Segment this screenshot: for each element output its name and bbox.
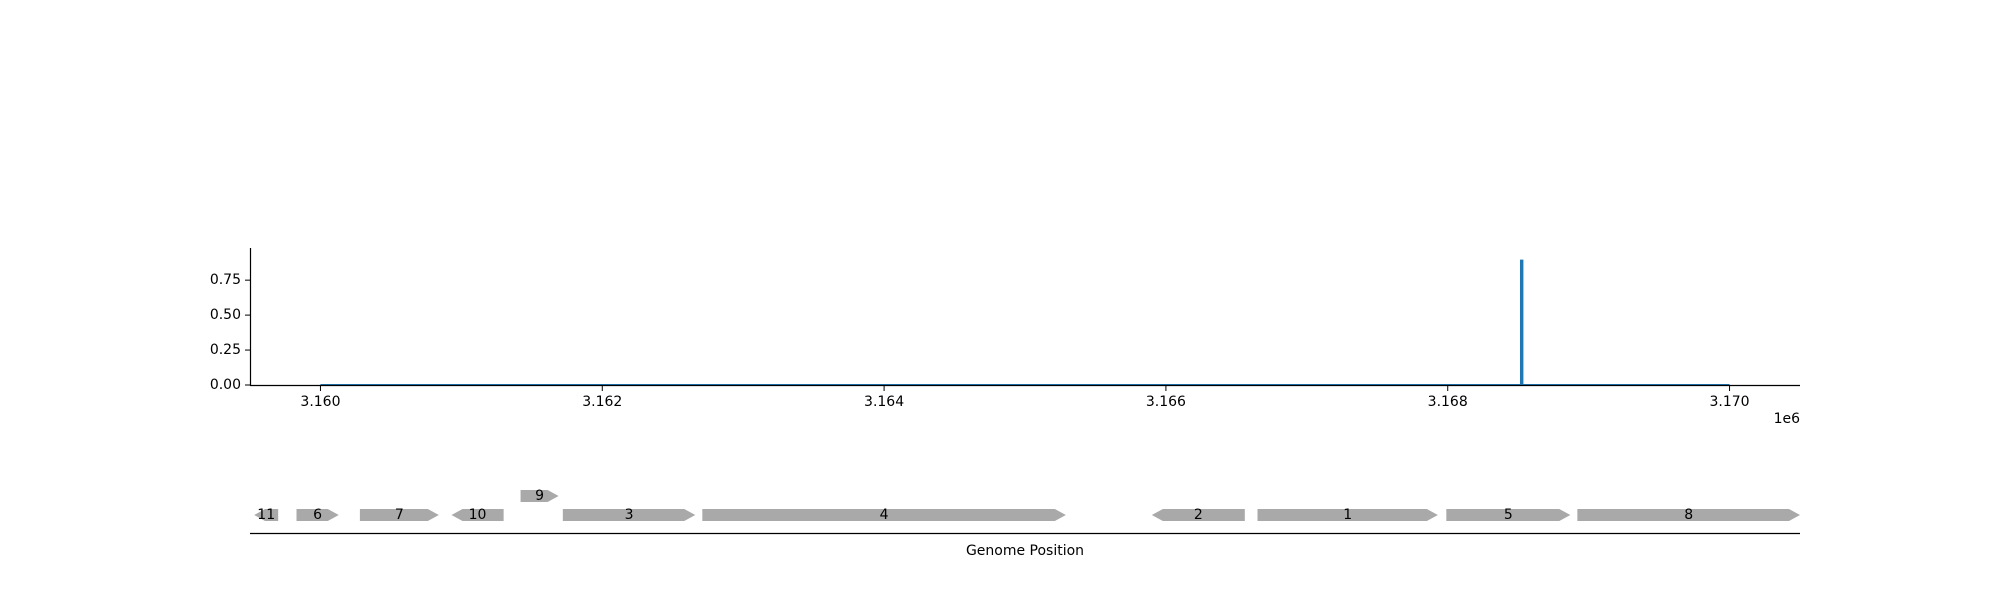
gene-feature-1 (1257, 509, 1438, 521)
gene-label-9: 9 (535, 488, 544, 504)
coverage-plot-area (320, 259, 1730, 386)
gene-feature-11 (254, 509, 279, 521)
gene-label-11: 11 (257, 507, 275, 523)
coverage-y-ticks: 0.00 0.25 0.50 0.75 (210, 272, 250, 393)
gene-feature-4 (702, 509, 1066, 521)
gene-feature-9 (520, 490, 559, 502)
x-tick-label: 3.164 (864, 394, 904, 410)
y-tick-label: 0.25 (210, 342, 241, 358)
gene-label-7: 7 (395, 507, 404, 523)
gene-label-2: 2 (1194, 507, 1203, 523)
x-tick-label: 3.160 (300, 394, 340, 410)
gene-feature-8 (1577, 509, 1800, 521)
x-tick-label: 3.168 (1428, 394, 1468, 410)
y-tick-label: 0.00 (210, 377, 241, 393)
coverage-panel: 3.160 3.162 3.164 3.166 3.168 3.170 0.000.250… (210, 248, 1800, 427)
gene-features: 11 6 7 10 9 3 4 2 1 5 8 (254, 488, 1800, 523)
x-tick-label: 3.162 (582, 394, 622, 410)
gene-feature-6 (296, 509, 339, 521)
coverage-x-ticks: 3.160 3.162 3.164 3.166 3.168 3.170 (300, 386, 1750, 410)
gene-label-4: 4 (880, 507, 889, 523)
gene-label-1: 1 (1343, 507, 1352, 523)
gene-track-panel: 11 6 7 10 9 3 4 2 1 5 8 Genome Position (250, 488, 1800, 559)
gene-label-3: 3 (625, 507, 634, 523)
gene-feature-7 (359, 509, 439, 521)
gene-label-5: 5 (1504, 507, 1513, 523)
gene-feature-2 (1151, 509, 1245, 521)
series-line-0 (320, 259, 1730, 386)
gene-label-10: 10 (469, 507, 487, 523)
gene-feature-10 (451, 509, 504, 521)
x-offset-label: 1e6 (1774, 411, 1801, 427)
gene-track-xlabel: Genome Position (966, 543, 1084, 559)
gene-feature-3 (562, 509, 696, 521)
gene-feature-5 (1446, 509, 1571, 521)
y-tick-label: 0.50 (210, 307, 241, 323)
gene-label-8: 8 (1684, 507, 1693, 523)
y-tick-label: 0.75 (210, 272, 241, 288)
x-tick-label: 3.170 (1709, 394, 1749, 410)
x-tick-label: 3.166 (1146, 394, 1186, 410)
gene-label-6: 6 (313, 507, 322, 523)
